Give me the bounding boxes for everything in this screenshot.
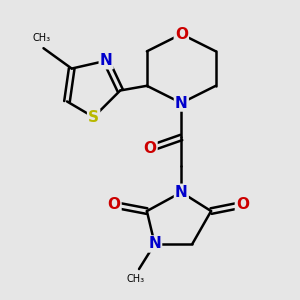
Text: S: S	[88, 110, 99, 124]
Text: O: O	[107, 197, 121, 212]
Text: N: N	[100, 53, 112, 68]
Text: O: O	[143, 141, 157, 156]
Text: O: O	[236, 197, 249, 212]
Text: N: N	[175, 95, 188, 110]
Text: N: N	[175, 185, 188, 200]
Text: O: O	[175, 27, 188, 42]
Text: CH₃: CH₃	[33, 34, 51, 44]
Text: CH₃: CH₃	[127, 274, 145, 284]
Text: N: N	[148, 236, 161, 251]
